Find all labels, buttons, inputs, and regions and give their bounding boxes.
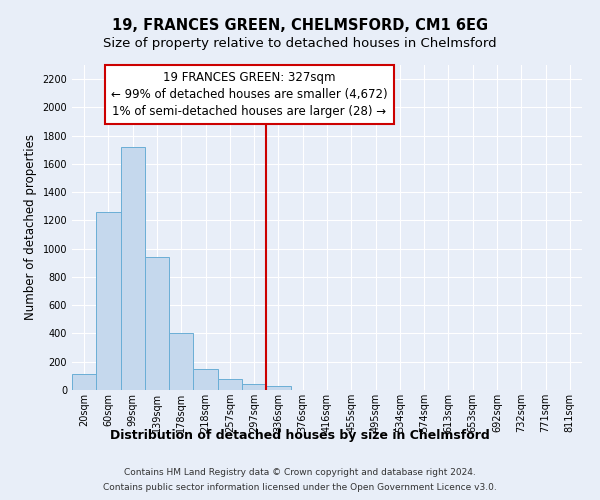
Bar — [193, 369, 218, 390]
Bar — [266, 386, 290, 390]
Text: Size of property relative to detached houses in Chelmsford: Size of property relative to detached ho… — [103, 38, 497, 51]
Bar — [145, 257, 169, 390]
Text: 19 FRANCES GREEN: 327sqm
← 99% of detached houses are smaller (4,672)
1% of semi: 19 FRANCES GREEN: 327sqm ← 99% of detach… — [111, 70, 388, 118]
Bar — [72, 374, 96, 390]
Text: Contains public sector information licensed under the Open Government Licence v3: Contains public sector information licen… — [103, 483, 497, 492]
Bar — [242, 384, 266, 390]
Text: 19, FRANCES GREEN, CHELMSFORD, CM1 6EG: 19, FRANCES GREEN, CHELMSFORD, CM1 6EG — [112, 18, 488, 32]
Bar — [96, 212, 121, 390]
Y-axis label: Number of detached properties: Number of detached properties — [24, 134, 37, 320]
Text: Distribution of detached houses by size in Chelmsford: Distribution of detached houses by size … — [110, 428, 490, 442]
Text: Contains HM Land Registry data © Crown copyright and database right 2024.: Contains HM Land Registry data © Crown c… — [124, 468, 476, 477]
Bar — [218, 380, 242, 390]
Bar — [169, 333, 193, 390]
Bar — [121, 147, 145, 390]
